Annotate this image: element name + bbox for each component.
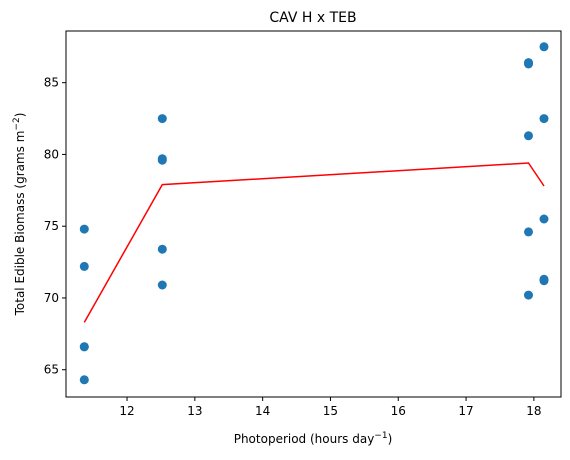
data-point-13 — [524, 227, 533, 237]
x-tick-label: 18 — [526, 404, 541, 418]
y-axis-label: Total Edible Biomass (grams m−2) — [12, 113, 27, 317]
data-point-15 — [539, 42, 549, 52]
data-point-8 — [157, 244, 167, 254]
y-tick-label: 80 — [44, 147, 59, 161]
x-tick-label: 16 — [391, 404, 406, 418]
x-axis-label: Photoperiod (hours day−1) — [234, 431, 393, 446]
data-point-0 — [79, 224, 89, 234]
y-tick-label: 65 — [44, 363, 59, 377]
x-tick-label: 13 — [187, 404, 202, 418]
data-point-17 — [539, 214, 549, 224]
x-tick-label: 17 — [458, 404, 473, 418]
axis-ticks: 12 13 14 15 16 17 18 65 70 75 80 85 — [44, 76, 542, 418]
plot-frame — [65, 30, 562, 398]
x-tick-label: 15 — [323, 404, 338, 418]
plot-marks — [79, 42, 549, 385]
x-tick-label: 14 — [255, 404, 270, 418]
data-point-19 — [539, 274, 549, 284]
y-tick-label: 85 — [44, 76, 59, 90]
data-point-14 — [524, 290, 533, 300]
data-point-9 — [157, 280, 167, 290]
trend-line — [83, 162, 545, 323]
x-tick-label: 12 — [119, 404, 134, 418]
y-tick-label: 70 — [44, 291, 59, 305]
data-point-4 — [79, 375, 89, 385]
data-point-3 — [79, 342, 89, 352]
data-point-1 — [79, 261, 89, 271]
data-point-11 — [524, 58, 533, 68]
data-point-16 — [539, 114, 549, 124]
data-point-5 — [157, 114, 167, 124]
data-point-7 — [157, 154, 167, 164]
data-point-12 — [524, 131, 533, 141]
chart-title: CAV H x TEB — [269, 10, 356, 26]
y-tick-label: 75 — [44, 219, 59, 233]
